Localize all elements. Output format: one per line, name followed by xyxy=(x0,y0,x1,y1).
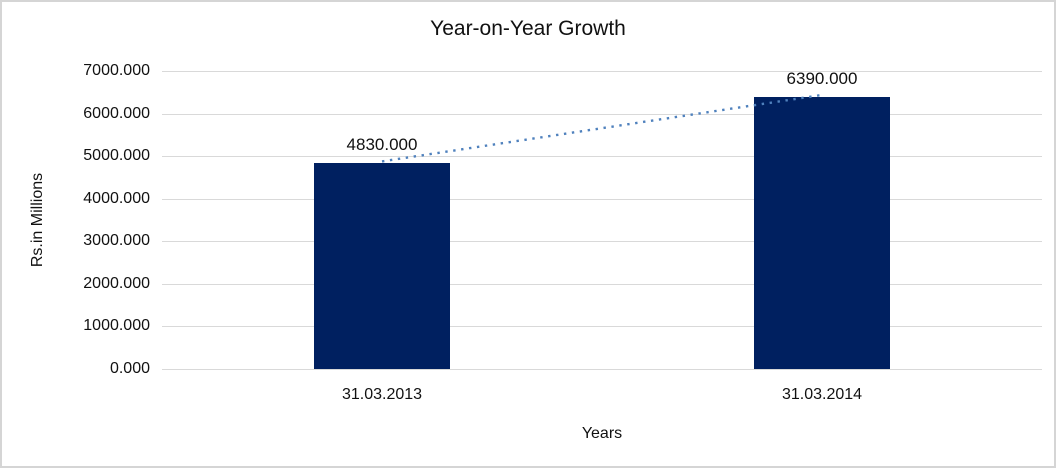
gridline xyxy=(162,71,1042,72)
gridline xyxy=(162,156,1042,158)
gridline xyxy=(162,198,1042,200)
y-tick-label: 4000.000 xyxy=(83,189,150,207)
y-tick-label: 0.000 xyxy=(109,360,150,377)
x-axis-title: Years xyxy=(581,425,623,442)
x-tick-label: 31.03.2014 xyxy=(781,386,863,403)
gridline xyxy=(162,326,1042,328)
plot-area: 4830.000 31.03.2013 6390.000 31.03.2014 xyxy=(162,68,1042,403)
bar-31.03.2013 xyxy=(313,163,451,369)
gridline xyxy=(162,113,1042,115)
gridline xyxy=(162,369,1042,370)
y-tick-label: 7000.000 xyxy=(83,62,150,79)
y-tick-label: 5000.000 xyxy=(83,147,150,165)
gridline xyxy=(162,241,1042,243)
x-tick-label: 31.03.2013 xyxy=(341,386,423,403)
y-axis-title: Rs.in Millions xyxy=(29,172,46,268)
gridline xyxy=(162,283,1042,285)
data-label: 6390.000 xyxy=(786,68,858,88)
y-tick-label: 3000.000 xyxy=(83,232,150,250)
y-tick-label: 1000.000 xyxy=(83,317,150,335)
data-label: 4830.000 xyxy=(346,135,418,155)
y-tick-label: 2000.000 xyxy=(83,274,150,292)
chart-title: Year-on-Year Growth xyxy=(430,17,626,40)
bar-31.03.2014 xyxy=(753,96,891,369)
trendline xyxy=(381,93,823,163)
y-tick-label: 6000.000 xyxy=(83,104,150,122)
